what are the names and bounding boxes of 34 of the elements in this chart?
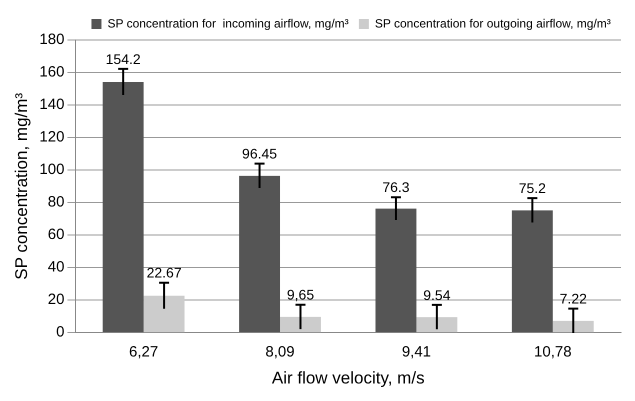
bar <box>552 320 594 332</box>
y-tick-label: 160 <box>39 64 64 81</box>
legend-label: SP concentration for incoming airflow, mg/m³ <box>107 16 349 30</box>
bar <box>102 82 144 332</box>
bar <box>280 316 321 332</box>
legend-label: SP concentration for outgoing airflow, mg/m³ <box>374 16 611 30</box>
x-tick-label: 6,27 <box>129 344 158 361</box>
bar <box>416 317 458 332</box>
data-label: 7.22 <box>560 290 588 307</box>
y-tick-label: 120 <box>39 128 64 146</box>
bar <box>512 210 553 332</box>
bar <box>144 296 185 332</box>
data-label: 76.3 <box>382 179 410 196</box>
x-tick-label: 9,41 <box>402 344 432 361</box>
y-tick-label: 40 <box>48 258 64 276</box>
y-tick-label: 0 <box>56 324 64 341</box>
data-label: 96.45 <box>242 145 278 162</box>
y-tick-label: 140 <box>39 96 64 114</box>
y-tick-label: 60 <box>48 226 64 244</box>
y-axis-title: SP concentration, mg/m³ <box>12 92 31 280</box>
y-tick-label: 80 <box>48 194 64 211</box>
y-tick-label: 100 <box>39 161 64 178</box>
y-tick-label: 20 <box>48 291 64 308</box>
data-label: 9.54 <box>423 286 451 303</box>
data-label: 9,65 <box>286 286 314 303</box>
data-label: 75.2 <box>518 180 546 196</box>
data-label: 154.2 <box>106 50 141 67</box>
y-tick-label: 180 <box>39 31 64 48</box>
bar <box>239 176 280 332</box>
bar <box>375 208 416 332</box>
data-label: 22.67 <box>146 264 182 281</box>
x-axis-title: Air flow velocity, m/s <box>272 368 425 388</box>
x-tick-label: 10,78 <box>534 344 572 361</box>
x-tick-label: 8,09 <box>265 344 295 361</box>
